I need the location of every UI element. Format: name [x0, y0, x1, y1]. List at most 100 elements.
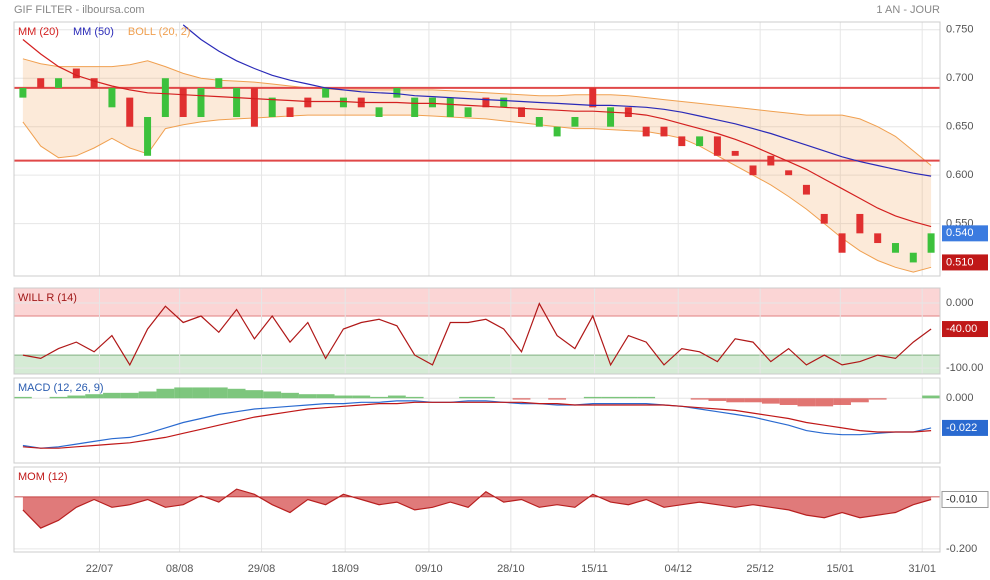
value-marker — [942, 321, 988, 338]
candle — [233, 87, 241, 118]
candle — [126, 97, 134, 127]
candle — [891, 243, 899, 253]
y-tick-label: 0.700 — [946, 72, 974, 84]
candle — [927, 233, 935, 253]
indicator-line — [22, 401, 932, 449]
histogram-bar — [334, 395, 353, 399]
histogram-bar — [156, 388, 175, 399]
candle — [802, 184, 810, 195]
candle — [749, 165, 757, 176]
value-marker — [942, 254, 988, 271]
histogram-bar — [815, 398, 834, 407]
candle — [535, 117, 543, 127]
histogram-bar — [405, 396, 424, 399]
histogram-bar — [708, 398, 727, 401]
histogram-bar — [779, 398, 798, 405]
histogram-bar — [637, 396, 656, 399]
histogram-bar — [192, 387, 210, 399]
period: 1 AN - JOUR — [876, 4, 940, 16]
histogram-bar — [922, 395, 940, 399]
x-tick-label: 08/08 — [166, 563, 194, 575]
value-marker — [942, 419, 988, 436]
panel-title: MACD (12, 26, 9) — [18, 382, 104, 394]
candle — [179, 87, 187, 118]
overbought-zone — [14, 288, 940, 317]
histogram-bar — [316, 394, 335, 399]
candle — [464, 107, 472, 118]
bollinger-lower — [22, 114, 932, 273]
histogram-bar — [868, 398, 887, 400]
candle — [767, 155, 775, 166]
momentum-area — [22, 489, 932, 529]
y-tick-label: -0.200 — [946, 543, 977, 555]
candle — [304, 97, 312, 108]
candle — [856, 213, 864, 234]
y-tick-label: 0.750 — [946, 24, 974, 36]
candle — [197, 87, 205, 118]
histogram-bar — [797, 398, 816, 407]
x-tick-label: 25/12 — [746, 563, 774, 575]
histogram-bar — [49, 396, 68, 399]
candle — [215, 78, 223, 88]
histogram-bar — [387, 395, 406, 399]
oversold-zone — [14, 354, 940, 374]
candle — [339, 97, 347, 108]
value-marker-label: -0.010 — [946, 493, 977, 505]
candle — [268, 97, 276, 118]
moving-average — [182, 24, 932, 177]
histogram-bar — [619, 396, 638, 399]
panel-frame — [13, 377, 941, 464]
indicator-line — [22, 302, 932, 367]
candle — [37, 78, 45, 88]
candle — [322, 87, 330, 98]
histogram-bar — [477, 396, 495, 399]
candle — [909, 252, 917, 263]
histogram-bar — [120, 392, 139, 399]
indicator-line — [22, 400, 932, 449]
y-tick-label: 0.650 — [946, 121, 974, 133]
candle — [518, 107, 526, 118]
x-tick-label: 28/10 — [497, 563, 525, 575]
x-tick-label: 18/09 — [331, 563, 359, 575]
histogram-bar — [298, 394, 317, 399]
panel-title: MOM (12) — [18, 471, 68, 483]
panel-title: WILL R (14) — [18, 292, 77, 304]
histogram-bar — [726, 398, 745, 403]
panel-frame — [13, 466, 941, 553]
candle — [90, 78, 98, 88]
candle — [428, 97, 436, 108]
candle — [411, 97, 419, 118]
candle — [713, 136, 721, 156]
candle — [624, 107, 632, 118]
y-tick-label: 0.600 — [946, 169, 974, 181]
value-marker-label: -40.00 — [946, 323, 977, 335]
candle — [55, 78, 63, 88]
histogram-bar — [138, 391, 157, 399]
candle — [286, 107, 294, 118]
histogram-bar — [174, 387, 193, 399]
candle — [731, 150, 739, 156]
candle — [482, 97, 490, 108]
candle — [72, 68, 80, 79]
value-marker — [941, 490, 989, 508]
x-tick-label: 22/07 — [86, 563, 114, 575]
x-tick-label: 15/01 — [827, 563, 855, 575]
histogram-bar — [744, 398, 762, 403]
candle — [144, 117, 152, 156]
histogram-bar — [67, 395, 86, 399]
candle — [678, 136, 686, 147]
histogram-bar — [583, 396, 602, 399]
histogram-bar — [370, 396, 388, 399]
histogram-bar — [227, 388, 246, 399]
candle — [375, 107, 383, 118]
candle — [642, 126, 650, 137]
y-tick-label: 0.000 — [946, 297, 974, 309]
histogram-bar — [761, 398, 780, 404]
legend-entry: BOLL (20, 2) — [128, 26, 191, 38]
histogram-bar — [850, 398, 869, 403]
candle — [874, 233, 882, 244]
candle — [571, 117, 579, 127]
histogram-bar — [209, 387, 228, 399]
panel — [14, 288, 940, 374]
